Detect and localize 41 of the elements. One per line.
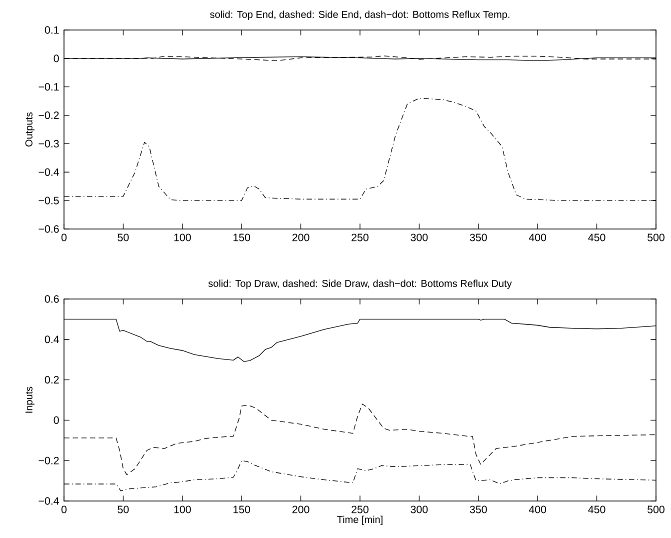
x-tick-label: 200 <box>292 506 310 514</box>
x-tick-label: 450 <box>588 506 606 514</box>
x-tick-label: 400 <box>528 506 546 514</box>
y-tick-label: −0.2 <box>38 456 59 464</box>
y-tick-label: −0.2 <box>38 112 59 120</box>
chart-title: solid: Top End, dashed: Side End, dash−dot: Bottoms Reflux Temp. <box>210 10 510 20</box>
x-tick-label: 0 <box>61 234 67 242</box>
x-tick-label: 300 <box>410 506 428 514</box>
x-tick-label: 500 <box>648 506 664 514</box>
y-tick-label: 0.6 <box>44 295 59 303</box>
x-tick-label: 150 <box>234 234 250 242</box>
x-tick-label: 450 <box>588 234 606 242</box>
x-tick-label: 200 <box>292 234 310 242</box>
x-tick-label: 100 <box>174 234 191 242</box>
y-tick-label: −0.1 <box>38 83 59 91</box>
y-tick-label: 0.2 <box>44 376 59 384</box>
x-tick-label: 0 <box>61 506 67 514</box>
y-tick-label: −0.4 <box>38 497 59 505</box>
y-tick-label: −0.5 <box>38 196 59 204</box>
y-tick-label: 0 <box>54 54 59 62</box>
x-tick-label: 100 <box>174 506 191 514</box>
y-tick-label: 0 <box>54 416 59 424</box>
y-tick-label: −0.4 <box>38 168 59 176</box>
y-tick-label: 0.1 <box>44 26 59 34</box>
x-tick-label: 150 <box>234 506 250 514</box>
x-tick-label: 500 <box>648 234 664 242</box>
x-tick-label: 50 <box>118 234 129 242</box>
x-tick-label: 50 <box>118 506 129 514</box>
y-tick-label: 0.4 <box>44 336 59 344</box>
x-axis-title: Time [min] <box>337 516 382 526</box>
chart-title: solid: Top Draw, dashed: Side Draw, dash−dot: Bottoms Reflux Duty <box>208 280 512 289</box>
y-tick-label: −0.6 <box>38 225 59 233</box>
x-tick-label: 350 <box>470 506 487 514</box>
x-tick-label: 250 <box>352 234 368 242</box>
x-tick-label: 300 <box>410 234 428 242</box>
x-tick-label: 350 <box>470 234 487 242</box>
x-tick-label: 400 <box>528 234 546 242</box>
y-axis-title: Outputs <box>25 112 34 147</box>
y-tick-label: −0.3 <box>38 140 59 148</box>
x-tick-label: 250 <box>352 506 368 514</box>
y-axis-title: Inputs <box>25 386 34 413</box>
